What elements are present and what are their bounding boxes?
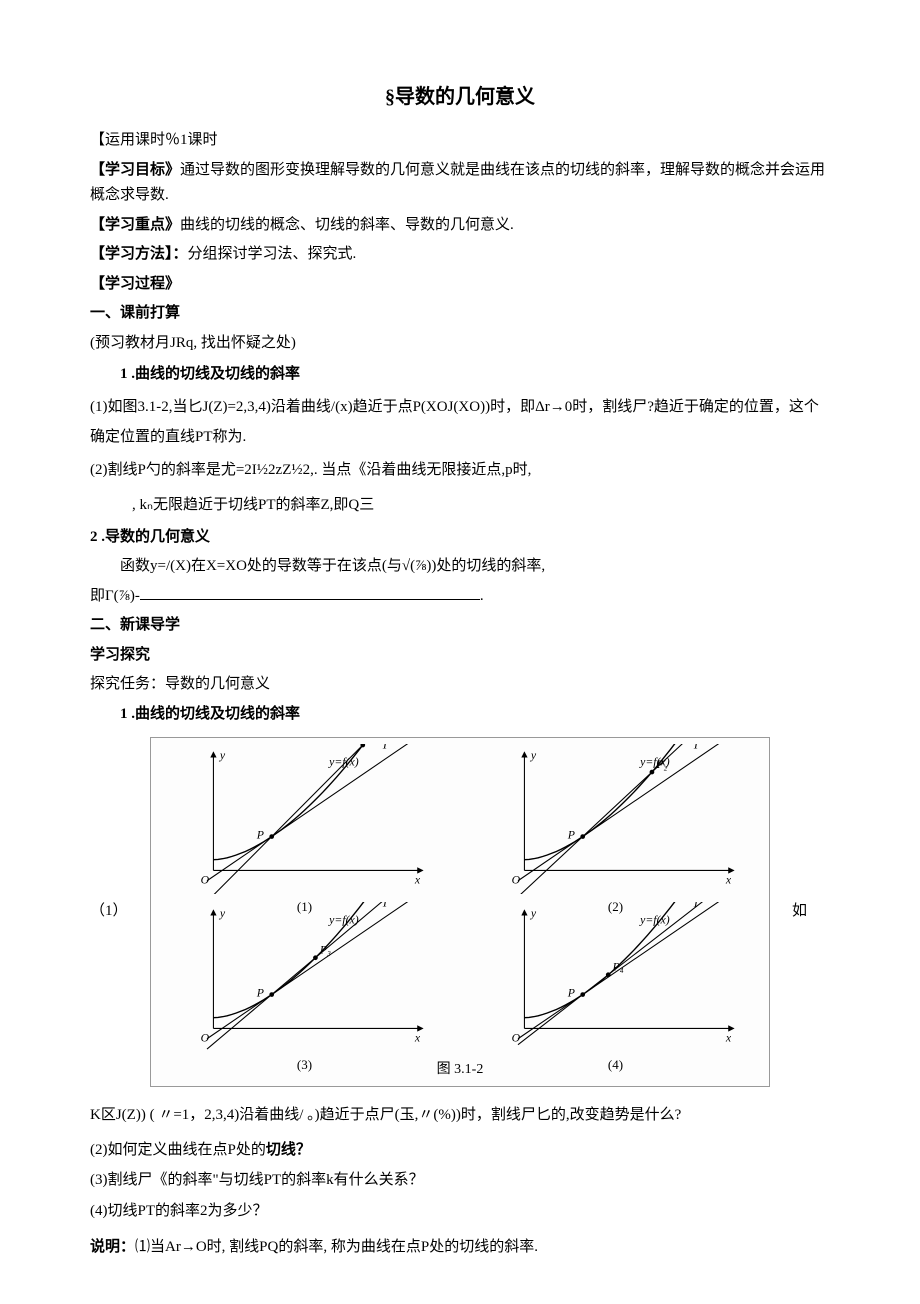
process-label: 【学习过程》 [90,272,830,298]
svg-text:T: T [693,744,701,752]
item2-body: 函数y=/(X)在X=XO处的导数等于在该点(与√(⅞))处的切线的斜率, [90,554,830,580]
svg-text:y: y [219,907,226,920]
svg-text:y=f(x): y=f(x) [328,755,359,768]
method-label: 【学习方法】： [90,246,188,262]
note-text: ⑴当Ar→O时, 割线PQ的斜率, 称为曲线在点P处的切线的斜率. [135,1239,538,1255]
schedule-value: 1课时 [180,132,218,148]
svg-text:T: T [693,902,701,910]
svg-text:x: x [725,873,732,886]
note-line: 说明：⑴当Ar→O时, 割线PQ的斜率, 称为曲线在点P处的切线的斜率. [90,1235,830,1261]
svg-text:y: y [530,749,537,762]
subplot-index: (3) [163,1054,446,1076]
chart-svg: y x O P P₃ T y=f(x) [163,902,446,1052]
svg-text:x: x [414,873,421,886]
item1-2b: , kₙ无限趋近于切线PT的斜率Z,即Q三 [90,493,830,519]
svg-text:O: O [201,1031,210,1044]
svg-text:P: P [567,987,575,1000]
item2-eq-text: 即Γ(⅞)- [90,588,140,604]
goal-line: 【学习目标》通过导数的图形变换理解导数的几何意义就是曲线在该点的切线的斜率，理解… [90,158,830,209]
sec2-heading: 二、新课导学 [90,613,830,639]
q2-bold: 切线？ [266,1142,311,1158]
focus-line: 【学习重点》曲线的切线的概念、切线的斜率、导数的几何意义. [90,213,830,239]
right-word: 如 [770,899,830,925]
subplot: y x O P P₄ T y=f(x) (4) [474,902,757,1052]
svg-text:O: O [201,873,210,886]
subplot-index: (4) [474,1054,757,1076]
svg-text:P: P [256,987,264,1000]
svg-text:P: P [567,829,575,842]
left-paren: （1） [90,899,150,925]
explore-heading: 学习探究 [90,643,830,669]
q2: (2)如何定义曲线在点P处的切线？ [90,1138,830,1164]
chart-svg: y x O P P₄ T y=f(x) [474,902,757,1052]
prep-note: (预习教材月JRq, 找出怀疑之处) [90,331,830,357]
note-label: 说明： [90,1239,135,1255]
item1-heading: 1 .曲线的切线及切线的斜率 [90,362,830,388]
item2-eq: 即Γ(⅞)-. [90,584,830,610]
svg-text:P: P [256,829,264,842]
q4: (4)切线PT的斜率2为多少？ [90,1199,830,1225]
method-line: 【学习方法】：分组探讨学习法、探究式. [90,242,830,268]
svg-text:y=f(x): y=f(x) [639,913,670,926]
svg-text:O: O [512,1031,521,1044]
figure-panel: y x O P P₁ T y=f(x) (1) y x O P P₂ T y=f… [150,737,770,1087]
svg-text:P₄: P₄ [612,961,624,974]
item1-1: (1)如图3.1-2,当匕J(Z)=2,3,4)沿着曲线/(x)趋近于点P(XO… [90,392,830,452]
chart-svg: y x O P P₂ T y=f(x) [474,744,757,894]
subplot: y x O P P₃ T y=f(x) (3) [163,902,446,1052]
svg-text:x: x [414,1031,421,1044]
focus-text: 曲线的切线的概念、切线的斜率、导数的几何意义. [180,217,514,233]
item2-heading: 2 .导数的几何意义 [90,525,830,551]
svg-text:P₃: P₃ [319,943,331,956]
subplot: y x O P P₂ T y=f(x) (2) [474,744,757,894]
chart-svg: y x O P P₁ T y=f(x) [163,744,446,894]
q2-text: (2)如何定义曲线在点P处的 [90,1142,266,1158]
page-title: §导数的几何意义 [90,80,830,114]
q3: (3)割线尸《的斜率"与切线PT的斜率k有什么关系？ [90,1168,830,1194]
goal-label: 【学习目标》 [90,162,180,178]
explore-item1: 1 .曲线的切线及切线的斜率 [90,702,830,728]
prep-heading: 一、课前打算 [90,301,830,327]
svg-text:y: y [219,749,226,762]
svg-text:y: y [530,907,537,920]
svg-text:y=f(x): y=f(x) [639,755,670,768]
figure-row: （1） y x O P P₁ T y=f(x) (1) [90,737,830,1087]
item1-2: (2)割线P勺的斜率是尤=2I½2zZ½2,. 当点《沿着曲线无限接近点,p时, [90,458,830,484]
blank-line [140,585,480,600]
svg-text:T: T [382,744,390,752]
svg-text:O: O [512,873,521,886]
svg-text:y=f(x): y=f(x) [328,913,359,926]
goal-text: 通过导数的图形变换理解导数的几何意义就是曲线在该点的切线的斜率，理解导数的概念并… [90,162,825,204]
method-text: 分组探讨学习法、探究式. [188,246,357,262]
focus-label: 【学习重点》 [90,217,180,233]
after-fig-1: K区J(Z)) ( 〃=1，2,3,4)沿着曲线/ 。)趋近于点尸(玉,〃(%)… [90,1103,830,1129]
schedule-line: 【运用课时％1课时 [90,128,830,154]
subplot: y x O P P₁ T y=f(x) (1) [163,744,446,894]
svg-text:T: T [382,902,390,910]
schedule-label: 【运用课时％ [90,132,180,148]
svg-text:x: x [725,1031,732,1044]
explore-task: 探究任务：导数的几何意义 [90,672,830,698]
